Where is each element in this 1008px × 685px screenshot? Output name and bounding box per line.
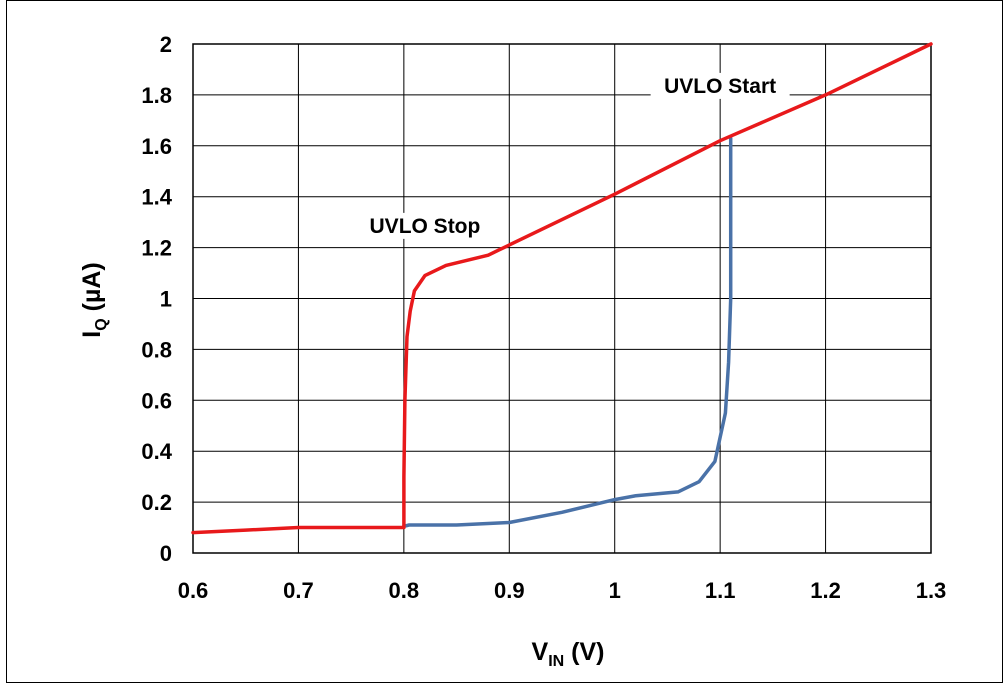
y-tick-label: 2: [160, 32, 172, 57]
y-tick-label: 1.8: [141, 83, 172, 108]
x-axis-title-unit: (V): [564, 638, 604, 666]
annotation-label-2: UVLO Stop: [370, 215, 481, 238]
y-tick-labels: 0 0.2 0.4 0.6 0.8 1 1.2 1.4 1.6 1.8 2: [141, 32, 172, 566]
y-tick-label: 0.4: [141, 439, 172, 464]
series-line-2: [191, 42, 933, 535]
y-axis-title: IQ (µA): [78, 262, 110, 337]
y-tick-label: 1: [160, 287, 172, 312]
grid: [192, 43, 932, 554]
x-tick-label: 0.9: [494, 578, 525, 603]
y-tick-label: 0: [160, 541, 172, 566]
y-axis-title-sub: Q: [93, 318, 110, 330]
y-tick-label: 0.8: [141, 337, 172, 362]
y-tick-label: 1.6: [141, 134, 172, 159]
series-lines: [191, 42, 933, 535]
x-axis-title-main: V: [532, 638, 549, 666]
y-tick-label: 1.2: [141, 236, 172, 261]
x-tick-label: 1.2: [810, 578, 841, 603]
x-axis-title: VIN (V): [532, 638, 605, 670]
plot-area: [192, 43, 932, 554]
chart-frame: [6, 0, 1003, 683]
y-tick-label: 0.6: [141, 388, 172, 413]
x-axis-title-sub: IN: [548, 653, 564, 670]
y-axis-title-main: I: [78, 331, 106, 338]
x-tick-label: 1: [609, 578, 621, 603]
annotation-bg-1: [650, 72, 790, 99]
x-tick-label: 1.1: [705, 578, 736, 603]
annotation-label-1: UVLO Start: [664, 75, 776, 98]
x-tick-label: 0.7: [283, 578, 314, 603]
x-tick-label: 0.8: [389, 578, 420, 603]
x-tick-label: 1.3: [916, 578, 947, 603]
x-tick-labels: 0.6 0.7 0.8 0.9 1 1.1 1.2 1.3: [178, 578, 947, 603]
y-tick-label: 1.4: [141, 185, 172, 210]
y-axis-title-unit: (µA): [78, 262, 106, 318]
series-line-1: [402, 136, 733, 529]
annotations: UVLO Start UVLO Stop: [361, 72, 790, 239]
annotation-bg-2: [361, 212, 489, 239]
y-tick-label: 0.2: [141, 490, 172, 515]
x-tick-label: 0.6: [178, 578, 209, 603]
